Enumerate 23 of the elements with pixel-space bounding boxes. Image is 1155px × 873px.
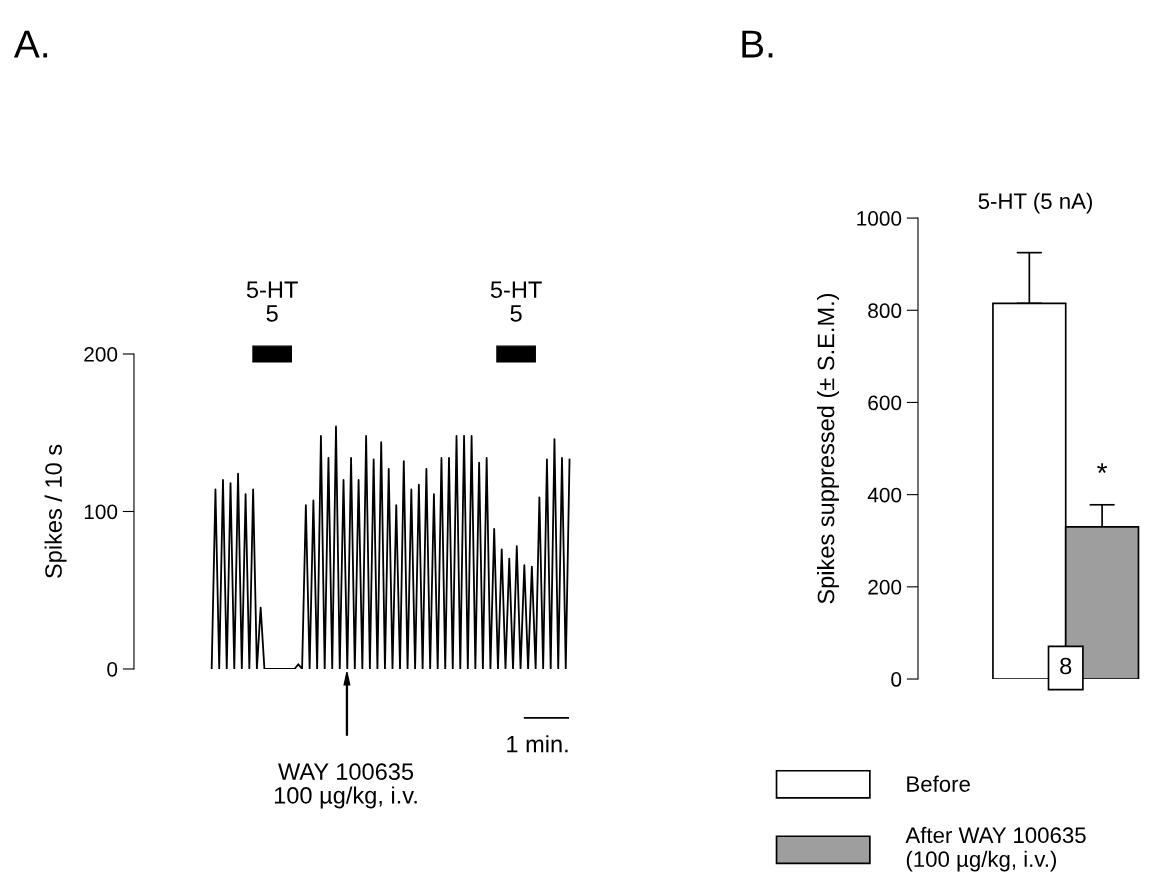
chart-title: A. [13, 30, 48, 58]
chart-title: B. [742, 30, 773, 58]
y-tick-label: 400 [867, 487, 902, 503]
y-tick-label: 600 [868, 395, 902, 411]
y-axis-title: Spikes suppressed (± S.E.M.) [817, 293, 840, 604]
text: 1 min. [507, 735, 568, 753]
legend-label: After WAY 100635 (100 µg/kg, i.v.) [905, 826, 1086, 872]
y-tick-label: 200 [868, 579, 902, 595]
annotation: 8 [1060, 657, 1072, 675]
y-tick-label: 0 [107, 661, 118, 677]
text: WAY 100635 100 µg/kg, i.v. [274, 763, 417, 809]
annotation: * [1097, 463, 1108, 473]
y-tick-label: 1000 [857, 211, 902, 226]
y-tick-label: 800 [868, 303, 902, 319]
y-tick-label: 200 [84, 347, 118, 362]
line-series [210, 425, 571, 669]
chart-subtitle: 5-HT (5 nA) [978, 192, 1092, 214]
legend-label: Before [907, 775, 970, 792]
y-tick-label: 100 [84, 504, 118, 520]
y-axis-title: Spikes / 10 s [44, 444, 67, 578]
y-tick-label: 0 [891, 672, 902, 687]
text: 5-HT 5 [246, 281, 298, 322]
text: 5-HT 5 [490, 281, 542, 322]
